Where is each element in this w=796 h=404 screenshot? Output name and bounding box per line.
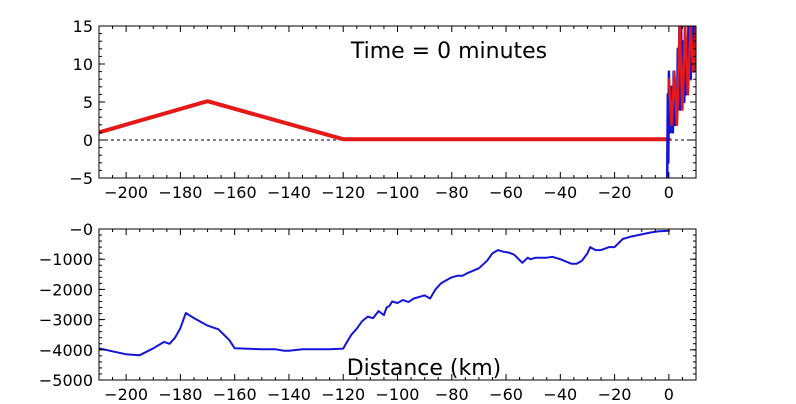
top-y-tick-label: 5 [83,93,93,112]
bottom-x-tick-label: −160 [213,385,257,404]
bottom-y-tick-label: −0 [69,220,93,239]
bottom-x-tick-label: −80 [435,385,469,404]
bottom-x-tick-label: 0 [664,385,674,404]
bottom-y-tick-label: −4000 [39,341,93,360]
top-x-tick-label: −200 [104,183,148,202]
bottom-y-tick-label: −3000 [39,311,93,330]
top-y-tick-label: −5 [69,169,93,188]
time-annotation: Time = 0 minutes [350,39,547,64]
bottom-x-tick-label: −200 [104,385,148,404]
top-x-tick-label: −60 [489,183,523,202]
bottom-panel: −200 −180 −160 −140 −120 −100 −80 −60 −40 −20 0−50… [39,220,697,404]
top-x-tick-label: −100 [376,183,420,202]
bottom-series-line-0 [99,229,670,357]
bottom-y-tick-label: −5000 [39,371,93,390]
bottom-x-tick-label: −60 [489,385,523,404]
top-x-tick-label: −120 [321,183,365,202]
bottom-x-tick-label: −20 [598,385,632,404]
top-series-line-1 [665,26,696,178]
bottom-x-tick-label: −120 [321,385,365,404]
top-series-line-0 [99,99,671,142]
top-x-tick-label: −20 [598,183,632,202]
top-x-tick-label: −40 [543,183,577,202]
bottom-x-tick-label: −140 [267,385,311,404]
top-x-tick-label: −80 [435,183,469,202]
bottom-x-tick-label: −100 [376,385,420,404]
bottom-x-tick-label: −180 [158,385,202,404]
top-y-tick-label: 15 [73,17,93,36]
top-x-tick-label: −180 [158,183,202,202]
top-x-tick-label: 0 [664,183,674,202]
x-axis-label: Distance (km) [347,356,502,381]
top-panel: −200 −180 −160 −140 −120 −100 −80 −60 −40 −20 0−50… [69,17,697,202]
top-series-line-2 [667,26,696,127]
top-x-tick-label: −140 [267,183,311,202]
top-x-tick-label: −160 [213,183,257,202]
top-y-tick-label: 0 [83,131,93,150]
bottom-x-tick-label: −40 [543,385,577,404]
bottom-y-tick-label: −2000 [39,280,93,299]
top-y-tick-label: 10 [73,55,93,74]
bottom-y-tick-label: −1000 [39,250,93,269]
